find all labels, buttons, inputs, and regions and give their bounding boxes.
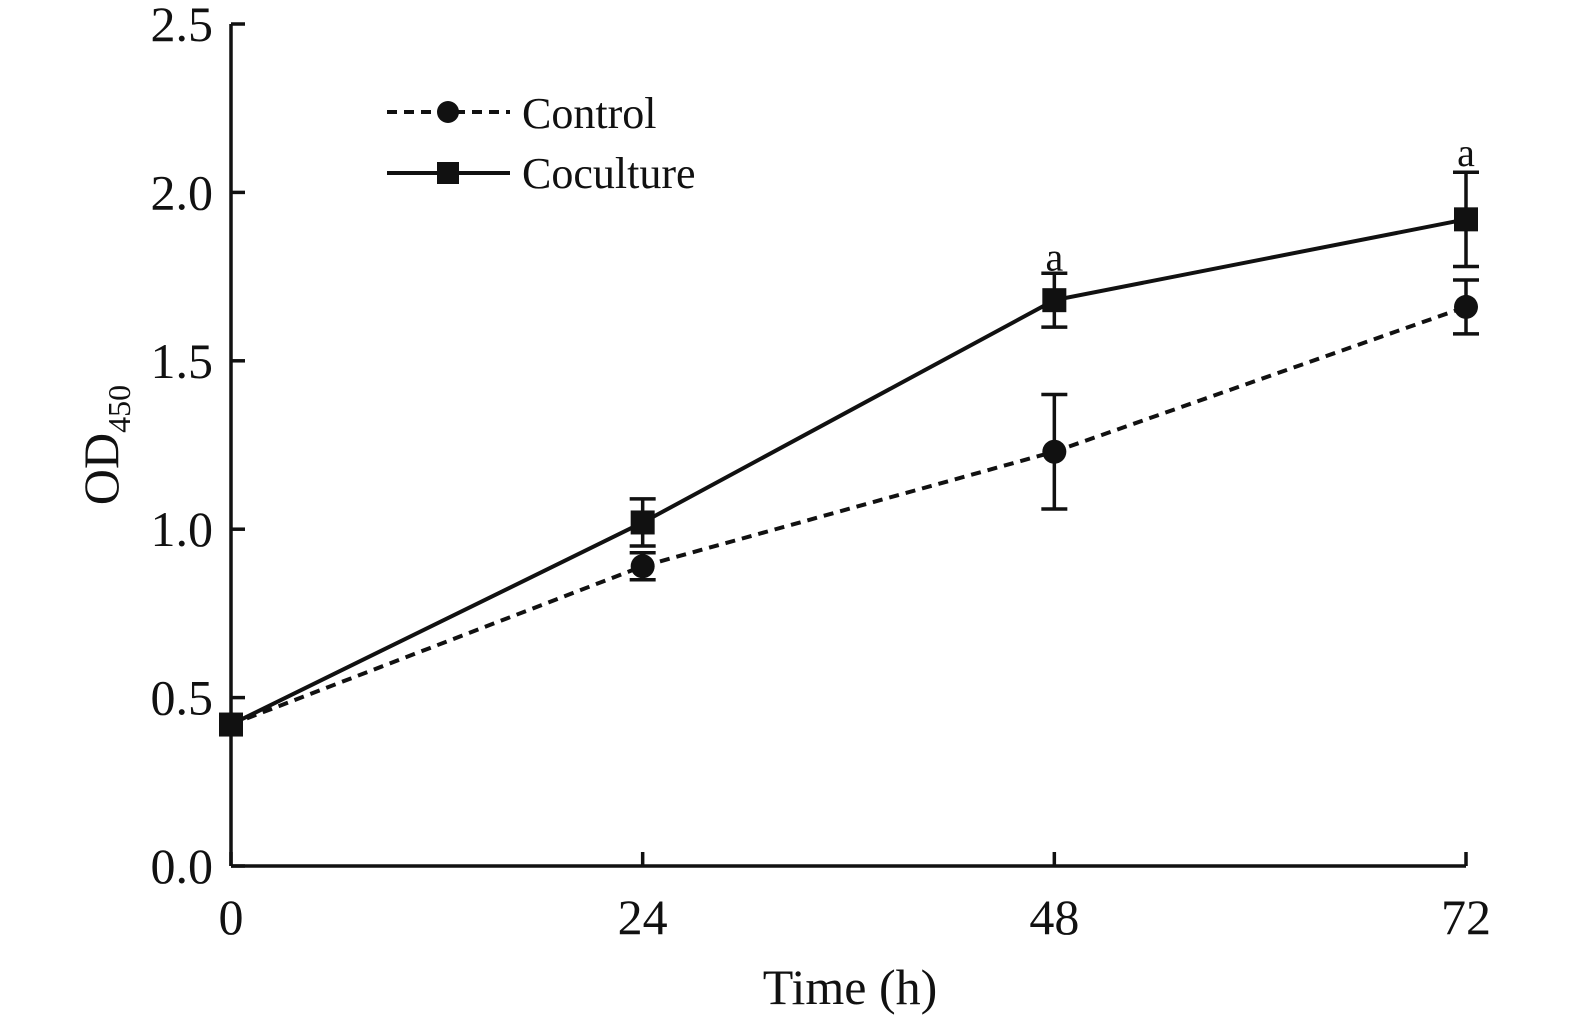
y-tick-label: 0.0 bbox=[151, 838, 214, 894]
data-point-coculture bbox=[630, 510, 655, 535]
x-tick-label: 24 bbox=[618, 889, 668, 945]
y-tick-label: 0.5 bbox=[151, 670, 214, 726]
data-point-control bbox=[1454, 294, 1478, 319]
y-axis-title-main: OD bbox=[73, 433, 129, 505]
legend-coculture-marker bbox=[437, 162, 459, 184]
x-axis-title: Time (h) bbox=[763, 959, 938, 1015]
y-tick-label: 2.5 bbox=[151, 0, 214, 52]
significance-label: a bbox=[1457, 130, 1475, 175]
legend: Control Coculture bbox=[387, 89, 696, 198]
error-bars bbox=[629, 170, 1479, 582]
legend-item-coculture: Coculture bbox=[387, 149, 696, 198]
annotations: aa bbox=[1045, 130, 1475, 279]
legend-control-marker bbox=[437, 101, 459, 123]
data-point-control bbox=[1042, 439, 1067, 464]
series-lines bbox=[230, 217, 1467, 727]
data-markers bbox=[219, 207, 1478, 737]
data-point-control bbox=[630, 554, 655, 579]
y-axis-title-sub: 450 bbox=[101, 385, 137, 433]
significance-label: a bbox=[1045, 234, 1063, 279]
legend-coculture-label: Coculture bbox=[522, 149, 696, 198]
y-tick-label: 1.5 bbox=[151, 333, 214, 389]
y-tick-label: 2.0 bbox=[151, 164, 214, 220]
data-point-coculture bbox=[1454, 207, 1478, 232]
legend-item-control: Control bbox=[387, 89, 656, 138]
data-point-coculture bbox=[1042, 288, 1067, 313]
series-line-coculture bbox=[230, 217, 1467, 727]
series-line-control bbox=[230, 305, 1467, 727]
x-tick-label: 0 bbox=[219, 889, 244, 945]
axes: 0.0 0.5 1.0 1.5 2.0 2.5 0 24 48 72 bbox=[151, 0, 1492, 945]
x-tick-label: 72 bbox=[1441, 889, 1491, 945]
data-point-coculture bbox=[219, 712, 243, 737]
y-axis-title: OD450 bbox=[73, 385, 137, 505]
y-tick-label: 1.0 bbox=[151, 501, 214, 557]
x-tick-label: 48 bbox=[1029, 889, 1079, 945]
legend-control-label: Control bbox=[522, 89, 656, 138]
